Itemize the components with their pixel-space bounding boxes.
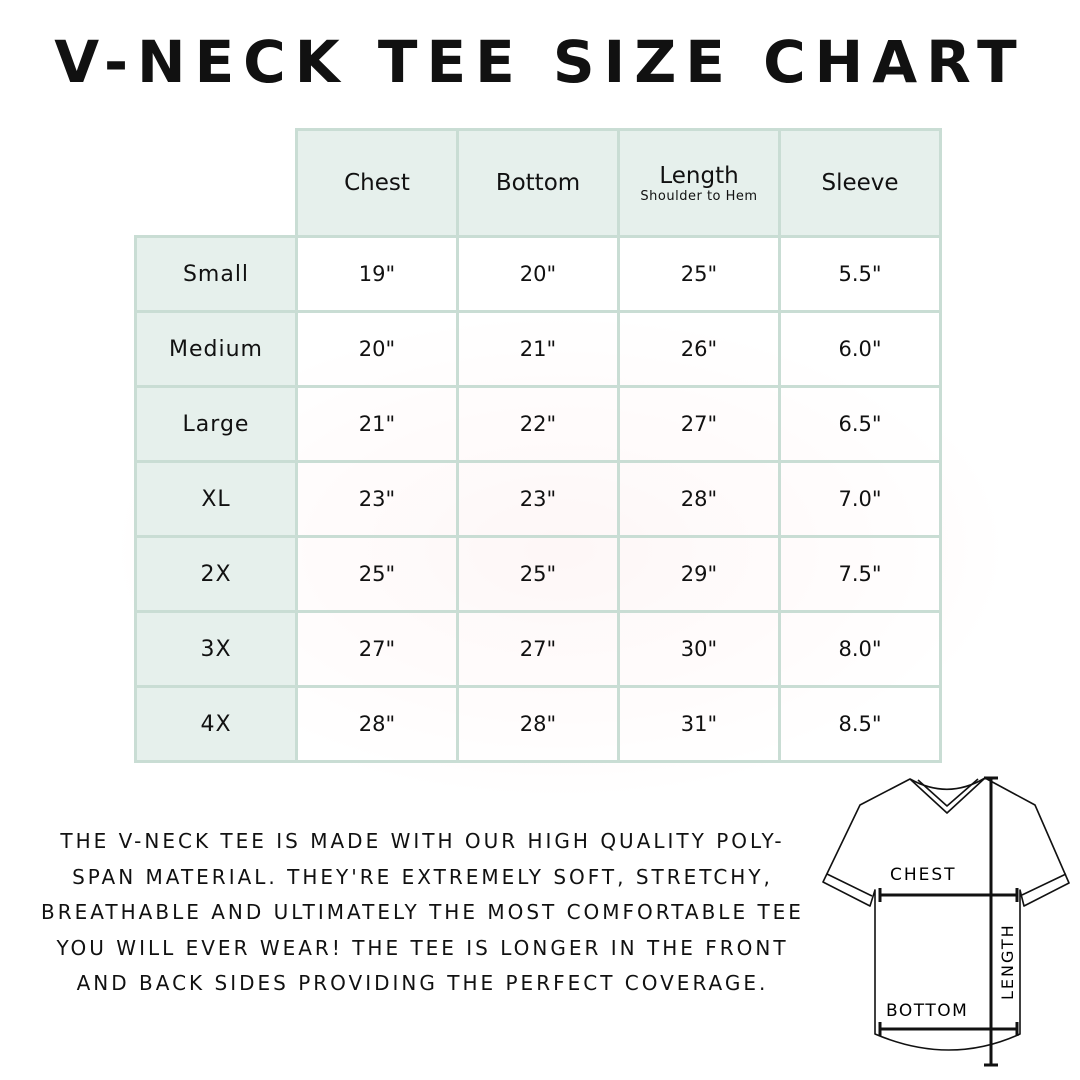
measurement-cell: 29" — [617, 535, 781, 613]
measurement-cell: 27" — [456, 610, 620, 688]
measurement-cell: 6.5" — [778, 385, 942, 463]
size-label: Medium — [134, 310, 298, 388]
table-row: 2X 25" 25" 29" 7.5" — [134, 535, 942, 613]
table-row: Small 19" 20" 25" 5.5" — [134, 235, 942, 313]
size-label: 2X — [134, 535, 298, 613]
header-label: Length — [659, 162, 739, 189]
measurement-cell: 5.5" — [778, 235, 942, 313]
measurement-cell: 28" — [295, 685, 459, 763]
table-row: 4X 28" 28" 31" 8.5" — [134, 685, 942, 763]
measurement-cell: 23" — [456, 460, 620, 538]
header-row: Chest Bottom Length Shoulder to Hem Sleev… — [136, 128, 942, 238]
length-label: LENGTH — [998, 923, 1017, 1000]
measurement-cell: 28" — [617, 460, 781, 538]
measurement-cell: 26" — [617, 310, 781, 388]
measurement-cell: 8.0" — [778, 610, 942, 688]
v-neck-collar — [909, 777, 986, 814]
chest-label: CHEST — [890, 865, 957, 885]
header-label: Chest — [344, 170, 410, 196]
header-sublabel: Shoulder to Hem — [640, 188, 758, 204]
measurement-cell: 25" — [617, 235, 781, 313]
measurement-cell: 19" — [295, 235, 459, 313]
product-description: The V-neck tee is made with our high qua… — [41, 829, 804, 995]
table-row: XL 23" 23" 28" 7.0" — [134, 460, 942, 538]
header-length: Length Shoulder to Hem — [617, 128, 781, 238]
size-table: Chest Bottom Length Shoulder to Hem Sleev… — [134, 128, 942, 763]
header-bottom: Bottom — [456, 128, 620, 238]
page-title: V-Neck Tee Size Chart — [54, 28, 1026, 96]
measurement-cell: 25" — [295, 535, 459, 613]
table-row: Large 21" 22" 27" 6.5" — [134, 385, 942, 463]
table-row: 3X 27" 27" 30" 8.0" — [134, 610, 942, 688]
measurement-cell: 7.5" — [778, 535, 942, 613]
table-row: Medium 20" 21" 26" 6.0" — [134, 310, 942, 388]
sleeve-cuffs — [826, 873, 1067, 897]
measurement-cell: 23" — [295, 460, 459, 538]
measurement-cell: 7.0" — [778, 460, 942, 538]
measurement-cell: 27" — [617, 385, 781, 463]
measurement-cell: 20" — [295, 310, 459, 388]
measurement-cell: 28" — [456, 685, 620, 763]
measurement-cell: 6.0" — [778, 310, 942, 388]
size-label: XL — [134, 460, 298, 538]
tee-outline — [822, 777, 1070, 1051]
size-label: 4X — [134, 685, 298, 763]
measurement-cell: 21" — [295, 385, 459, 463]
measurement-cell: 21" — [456, 310, 620, 388]
header-label: Sleeve — [821, 170, 899, 196]
measurement-cell: 8.5" — [778, 685, 942, 763]
corner-cell — [136, 130, 297, 237]
size-label: 3X — [134, 610, 298, 688]
size-label: Small — [134, 235, 298, 313]
measurement-cell: 25" — [456, 535, 620, 613]
size-label: Large — [134, 385, 298, 463]
tee-measurement-diagram: CHEST BOTTOM LENGTH — [822, 776, 1070, 1067]
bottom-label: BOTTOM — [886, 1001, 968, 1021]
header-chest: Chest — [295, 128, 459, 238]
measurement-cell: 20" — [456, 235, 620, 313]
header-label: Bottom — [495, 170, 581, 196]
measurement-cell: 30" — [617, 610, 781, 688]
measurement-cell: 31" — [617, 685, 781, 763]
measurement-cell: 27" — [295, 610, 459, 688]
measurement-cell: 22" — [456, 385, 620, 463]
header-sleeve: Sleeve — [778, 128, 942, 238]
